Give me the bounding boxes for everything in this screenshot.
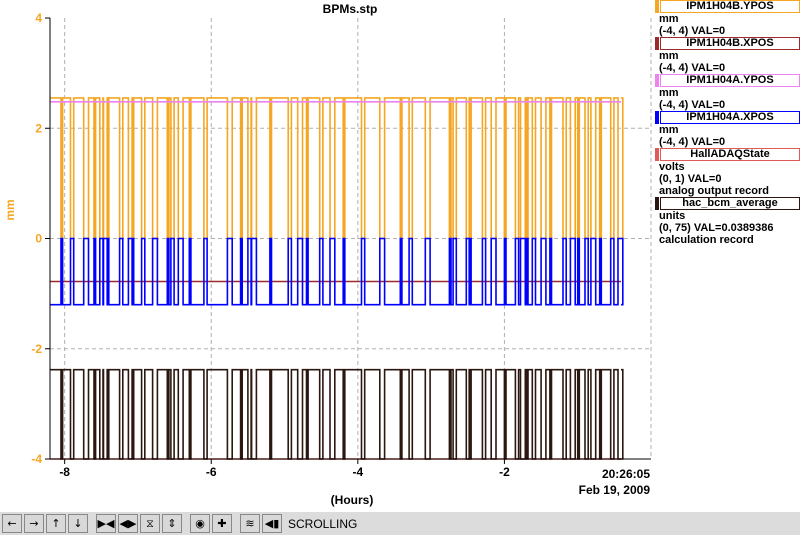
legend: IPM1H04B.YPOS mm (-4, 4) VAL=0 IPM1H04B.XPO… xyxy=(655,0,800,246)
series-line xyxy=(50,237,624,306)
scroll-back-button[interactable]: ◀▮ xyxy=(262,514,282,533)
x-tick-label: -8 xyxy=(59,465,70,479)
chart[interactable]: BPMs.stp mm 4 2 0 -2 -4 -8 -6 -4 -2 (Hours) 20:2… xyxy=(0,0,800,511)
legend-unit: mm xyxy=(659,50,679,62)
legend-range: (-4, 4) VAL=0 xyxy=(659,25,726,37)
scroll-mode-label: SCROLLING xyxy=(288,516,358,531)
legend-swatch xyxy=(655,197,659,210)
legend-unit: mm xyxy=(659,13,679,25)
zoom-in-x-button[interactable]: ▶◀ xyxy=(96,514,116,533)
legend-swatch xyxy=(655,74,659,87)
zoom-in-y-button[interactable]: ⧖ xyxy=(140,514,160,533)
auto-scale-button[interactable]: ◉ xyxy=(190,514,210,533)
legend-header: HallADAQState xyxy=(655,148,800,161)
legend-header: hac_bcm_average xyxy=(655,197,800,210)
legend-series-name: IPM1H04B.XPOS xyxy=(660,37,800,50)
legend-series-name: IPM1H04A.XPOS xyxy=(660,111,800,124)
legend-unit: units xyxy=(659,210,686,222)
legend-unit: mm xyxy=(659,87,679,99)
legend-range: (-4, 4) VAL=0 xyxy=(659,62,726,74)
legend-swatch xyxy=(655,37,659,50)
x-tick-label: -6 xyxy=(206,465,217,479)
legend-entry[interactable]: hac_bcm_average units (0, 75) VAL=0.038938… xyxy=(655,197,800,246)
y-tick-label: -4 xyxy=(31,452,42,466)
legend-header: IPM1H04B.XPOS xyxy=(655,37,800,50)
x-tick-label: -2 xyxy=(499,465,510,479)
legend-range: (-4, 4) VAL=0 xyxy=(659,136,726,148)
series-hac-bcm-average xyxy=(50,368,624,460)
legend-entry[interactable]: HallADAQState volts (0, 1) VAL=0 analog out… xyxy=(655,148,800,197)
legend-unit: volts xyxy=(659,161,685,173)
legend-series-name: IPM1H04B.YPOS xyxy=(660,0,800,13)
legend-extra: calculation record xyxy=(659,234,754,246)
legend-header: IPM1H04A.XPOS xyxy=(655,111,800,124)
legend-range: (0, 1) VAL=0 xyxy=(659,173,722,185)
legend-header: IPM1H04A.YPOS xyxy=(655,74,800,87)
y-tick-label: 2 xyxy=(35,121,42,135)
legend-extra: analog output record xyxy=(659,185,769,197)
y-tick-label: 4 xyxy=(35,11,42,25)
legend-entry[interactable]: IPM1H04A.YPOS mm (-4, 4) VAL=0 xyxy=(655,74,800,111)
date-label: Feb 19, 2009 xyxy=(579,483,651,497)
legend-series-name: HallADAQState xyxy=(660,148,800,161)
legend-entry[interactable]: IPM1H04B.YPOS mm (-4, 4) VAL=0 xyxy=(655,0,800,37)
legend-header: IPM1H04B.YPOS xyxy=(655,0,800,13)
y-tick-label: -2 xyxy=(31,342,42,356)
add-pv-button[interactable]: ✚ xyxy=(212,514,232,533)
series-ipm1h04b-ypos xyxy=(50,97,624,240)
legend-swatch xyxy=(655,148,659,161)
legend-swatch xyxy=(655,111,659,124)
series-line xyxy=(50,368,624,460)
zoom-out-x-button[interactable]: ◀▶ xyxy=(118,514,138,533)
pan-down-button[interactable]: ↓ xyxy=(68,514,88,533)
x-axis-label: (Hours) xyxy=(331,493,374,507)
config-button[interactable]: ≋ xyxy=(240,514,260,533)
pan-up-button[interactable]: ↑ xyxy=(46,514,66,533)
time-label: 20:26:05 xyxy=(602,467,650,481)
pan-right-button[interactable]: → xyxy=(24,514,44,533)
legend-range: (0, 75) VAL=0.0389386 xyxy=(659,222,774,234)
pan-left-button[interactable]: ← xyxy=(2,514,22,533)
chart-title: BPMs.stp xyxy=(323,2,378,16)
legend-series-name: IPM1H04A.YPOS xyxy=(660,74,800,87)
legend-swatch xyxy=(655,0,659,13)
legend-entry[interactable]: IPM1H04A.XPOS mm (-4, 4) VAL=0 xyxy=(655,111,800,148)
y-axis-label: mm xyxy=(3,199,17,220)
x-tick-label: -4 xyxy=(352,465,363,479)
toolbar: ← → ↑ ↓ ▶◀ ◀▶ ⧖ ⇕ ◉ ✚ ≋ ◀▮ SCROLLING xyxy=(0,511,800,535)
legend-series-name: hac_bcm_average xyxy=(660,197,800,210)
series-ipm1h04a-xpos xyxy=(50,237,624,306)
legend-range: (-4, 4) VAL=0 xyxy=(659,99,726,111)
legend-unit: mm xyxy=(659,124,679,136)
legend-entry[interactable]: IPM1H04B.XPOS mm (-4, 4) VAL=0 xyxy=(655,37,800,74)
series-line xyxy=(50,97,624,240)
zoom-out-y-button[interactable]: ⇕ xyxy=(162,514,182,533)
y-tick-label: 0 xyxy=(35,232,42,246)
